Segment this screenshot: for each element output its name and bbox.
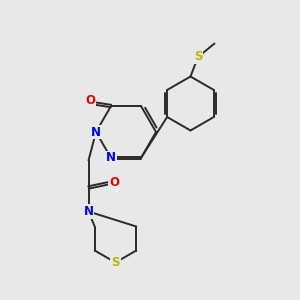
- Text: N: N: [83, 205, 94, 218]
- Text: S: S: [194, 50, 202, 64]
- Text: O: O: [109, 176, 119, 190]
- Text: O: O: [85, 94, 95, 106]
- Text: S: S: [111, 256, 120, 269]
- Text: N: N: [106, 152, 116, 164]
- Text: N: N: [91, 125, 101, 139]
